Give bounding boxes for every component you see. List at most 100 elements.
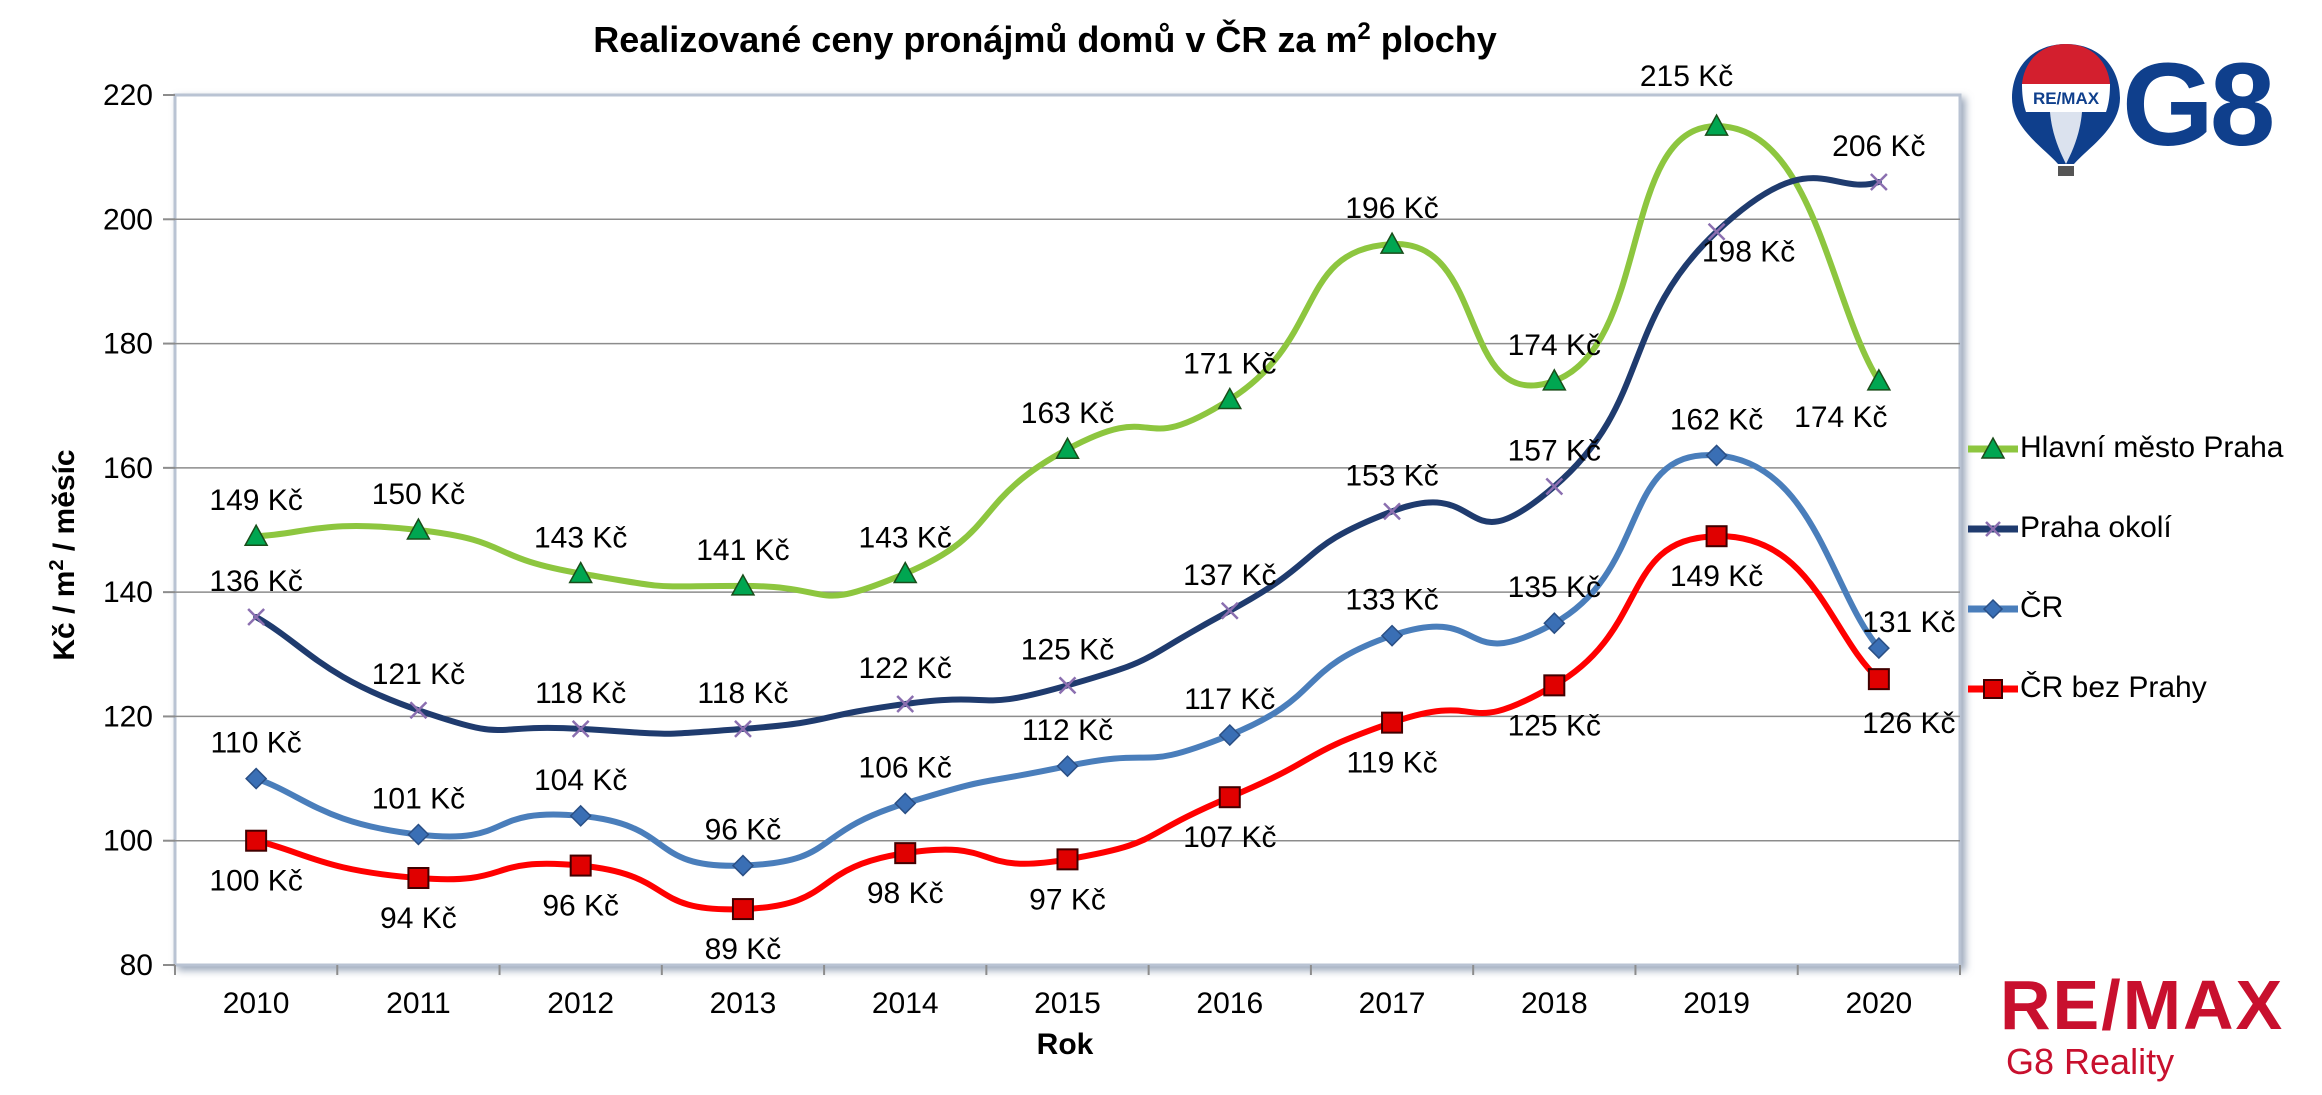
data-point-cr-bez-prahy [245, 829, 268, 852]
x-tick-label: 2019 [1683, 987, 1750, 1020]
legend-swatch-praha [1968, 436, 2018, 459]
data-point-cr-bez-prahy [1381, 711, 1404, 734]
remax-g8-reality-logo: RE/MAX G8 Reality [2000, 970, 2284, 1084]
data-label-praha: 143 Kč [859, 522, 952, 555]
data-label-cr-bez-prahy: 96 Kč [542, 890, 619, 923]
legend-swatch-praha-okoli [1968, 521, 2018, 537]
data-point-praha-okoli [409, 701, 428, 720]
data-label-cr-bez-prahy: 100 Kč [209, 865, 302, 898]
data-label-praha: 149 Kč [209, 484, 302, 517]
data-point-cr-bez-prahy [894, 842, 917, 865]
data-point-praha [568, 560, 593, 584]
data-point-praha [1379, 231, 1405, 254]
x-tick-label: 2020 [1845, 987, 1912, 1020]
data-label-cr-bez-prahy: 94 Kč [380, 902, 457, 935]
x-tick-label: 2018 [1521, 987, 1588, 1020]
data-point-praha-okoli [1707, 222, 1726, 241]
legend-label-praha: Hlavní město Praha [2020, 431, 2284, 464]
y-axis-title-sup: 2 [46, 559, 68, 571]
y-axis-title-main: Kč / m [48, 570, 81, 661]
data-point-cr [1543, 612, 1566, 635]
y-tick-label: 80 [120, 949, 153, 982]
legend-label-cr-bez-prahy: ČR bez Prahy [2020, 671, 2207, 704]
data-label-praha-okoli: 198 Kč [1702, 236, 1795, 269]
data-label-praha: 196 Kč [1345, 192, 1438, 225]
x-tick-label: 2014 [872, 987, 939, 1020]
legend-swatch-cr-bez-prahy [1968, 679, 2018, 699]
y-tick-label: 160 [103, 452, 153, 485]
data-label-cr: 117 Kč [1184, 683, 1275, 716]
data-point-cr-bez-prahy [1056, 848, 1079, 871]
data-label-cr-bez-prahy: 89 Kč [705, 933, 782, 966]
data-label-cr: 131 Kč [1862, 606, 1955, 639]
series-group [243, 113, 1892, 921]
data-point-praha-okoli [1383, 502, 1401, 521]
gridlines [175, 218, 1960, 842]
data-label-praha-okoli: 206 Kč [1832, 130, 1925, 163]
data-point-praha [406, 517, 431, 540]
chart-title-main: Realizované ceny pronájmů domů v ČR za m [593, 19, 1358, 60]
data-point-praha-okoli [1869, 173, 1888, 191]
data-point-cr [1867, 637, 1890, 660]
y-tick-label: 120 [103, 700, 153, 733]
data-point-praha [243, 523, 269, 546]
y-tick-label: 100 [103, 825, 153, 858]
data-point-cr [407, 823, 430, 846]
x-tick-label: 2013 [710, 987, 777, 1020]
data-point-cr [731, 854, 755, 877]
plot-area [173, 93, 1962, 967]
y-axis-title: Kč / m2 / měsíc [46, 449, 82, 660]
data-label-cr-bez-prahy: 125 Kč [1508, 709, 1601, 742]
data-label-cr-bez-prahy: 149 Kč [1670, 560, 1763, 593]
data-label-cr: 112 Kč [1022, 714, 1113, 747]
data-label-praha: 141 Kč [696, 534, 789, 567]
y-tick-label: 180 [103, 328, 153, 361]
data-label-praha-okoli: 137 Kč [1183, 559, 1276, 592]
data-point-cr [1705, 444, 1728, 467]
data-label-cr: 106 Kč [859, 751, 952, 784]
data-label-cr-bez-prahy: 107 Kč [1183, 821, 1276, 854]
y-axis-title-suffix: / měsíc [48, 449, 81, 560]
balloon-icon: RE/MAX [2012, 44, 2120, 176]
data-label-praha-okoli: 121 Kč [372, 658, 465, 691]
data-point-cr [894, 792, 917, 815]
data-point-praha [730, 573, 756, 596]
remax-g8-logo: RE/MAX G8 [2010, 40, 2290, 190]
data-label-cr: 104 Kč [534, 764, 627, 797]
data-point-praha-okoli [1058, 676, 1077, 695]
legend-swatch-cr [1968, 598, 2018, 620]
data-point-praha [892, 560, 918, 584]
chart-title: Realizované ceny pronájmů domů v ČR za m… [170, 18, 1920, 61]
data-point-cr-bez-prahy [731, 898, 754, 921]
balloon-text: RE/MAX [2033, 89, 2100, 108]
data-label-praha: 143 Kč [534, 522, 627, 555]
series-line-cr-bez-prahy [253, 533, 1882, 913]
chart-title-suffix: plochy [1370, 19, 1497, 60]
x-tick-label: 2010 [223, 987, 290, 1020]
y-tick-label: 140 [103, 576, 153, 609]
data-label-praha-okoli: 118 Kč [535, 677, 626, 710]
data-label-cr: 96 Kč [705, 814, 782, 847]
data-labels: 149 Kč 150 Kč 143 Kč 141 Kč 143 Kč 163 Kč 171 … [209, 60, 1955, 966]
x-tick-label: 2012 [547, 987, 614, 1020]
data-point-cr [1056, 755, 1079, 778]
data-label-praha: 150 Kč [372, 478, 465, 511]
data-point-cr-bez-prahy [569, 854, 592, 877]
data-label-praha-okoli: 136 Kč [209, 565, 302, 598]
data-point-praha-okoli [734, 719, 752, 738]
g8-reality-text: G8 Reality [2006, 1041, 2175, 1082]
data-point-cr-bez-prahy [1218, 786, 1241, 809]
data-label-cr: 135 Kč [1508, 571, 1601, 604]
data-point-praha [1866, 368, 1892, 391]
x-tick-label: 2016 [1196, 987, 1263, 1020]
data-point-cr [569, 804, 592, 827]
data-label-praha-okoli: 157 Kč [1508, 435, 1601, 468]
data-point-praha-okoli [1545, 477, 1564, 496]
data-point-praha [1217, 386, 1243, 410]
data-label-praha: 163 Kč [1021, 397, 1114, 430]
data-label-praha: 174 Kč [1508, 329, 1601, 362]
data-label-cr: 162 Kč [1670, 403, 1763, 436]
data-point-praha [1542, 368, 1567, 391]
data-point-cr-bez-prahy [1705, 525, 1728, 548]
data-label-cr-bez-prahy: 98 Kč [867, 877, 944, 910]
